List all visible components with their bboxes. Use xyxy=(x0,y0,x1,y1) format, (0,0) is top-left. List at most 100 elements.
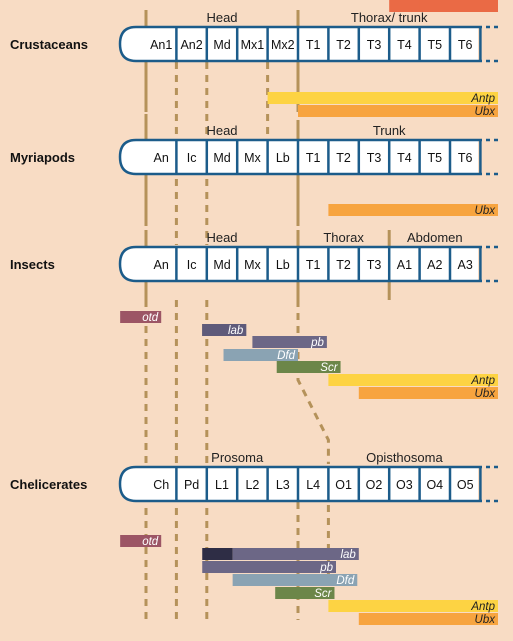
gene-bar xyxy=(328,374,498,386)
segment-label: Mx xyxy=(244,258,261,272)
segment-label: T5 xyxy=(428,151,443,165)
gene-bar xyxy=(267,92,498,104)
gene-label: Ubx xyxy=(475,614,497,626)
gene-bar xyxy=(223,349,298,361)
gene-bar xyxy=(232,548,359,560)
segment-label: T1 xyxy=(306,258,321,272)
gene-bar xyxy=(419,0,498,12)
segment-label: T3 xyxy=(367,38,382,52)
group-name: Chelicerates xyxy=(10,477,87,492)
gene-bar xyxy=(202,561,336,573)
segment-label: L4 xyxy=(306,478,320,492)
segment-label: T4 xyxy=(397,151,412,165)
gene-label: Scr xyxy=(320,362,338,374)
region-label: Thorax xyxy=(323,230,364,245)
segment-label: Lb xyxy=(276,258,290,272)
segment-label: An xyxy=(154,151,169,165)
gene-label: pb xyxy=(319,562,333,574)
segment-label: A2 xyxy=(427,258,442,272)
gene-label: Ubx xyxy=(475,205,497,217)
segment-label: L1 xyxy=(215,478,229,492)
segment-label: O4 xyxy=(426,478,443,492)
gene-label: Dfd xyxy=(336,575,355,587)
region-label: Thorax/ trunk xyxy=(351,10,428,25)
region-label: Prosoma xyxy=(211,450,264,465)
group-chelicerates: Chelicerates Prosoma Opisthosoma Ch Pd L1 L2 L3… xyxy=(10,0,500,626)
segment-label: An2 xyxy=(180,38,202,52)
group-name: Myriapods xyxy=(10,150,75,165)
gene-bar xyxy=(328,600,498,612)
segment-label: T1 xyxy=(306,38,321,52)
region-label: Trunk xyxy=(373,123,406,138)
group-crustaceans: Crustaceans Head Thorax/ trunk An1 An2 Md Mx1 M… xyxy=(10,10,500,118)
segment-label: T2 xyxy=(336,258,351,272)
gene-bar xyxy=(252,336,327,348)
segment-label: T2 xyxy=(336,151,351,165)
segment-label: Md xyxy=(213,258,230,272)
gene-bar xyxy=(276,361,341,373)
segment-label: An xyxy=(154,258,169,272)
segment-label: Md xyxy=(213,151,230,165)
gene-label: pb xyxy=(310,337,324,349)
gene-bar xyxy=(232,574,358,586)
group-insects: Insects Head Thorax Abdomen An Ic Md Mx Lb T1 T2 T3… xyxy=(10,0,500,400)
region-label: Head xyxy=(206,123,237,138)
segment-label: T4 xyxy=(397,38,412,52)
gene-label: otd xyxy=(142,536,159,548)
gene-label: Antp xyxy=(470,375,495,387)
segment-label: T6 xyxy=(458,151,473,165)
gene-bar xyxy=(202,324,224,336)
segment-label: Md xyxy=(213,38,230,52)
gene-label: Ubx xyxy=(475,388,497,400)
segment-label: O1 xyxy=(335,478,352,492)
segment-label: O3 xyxy=(396,478,413,492)
segment-label: Ch xyxy=(153,478,169,492)
segment-label: An1 xyxy=(150,38,172,52)
group-myriapods: Myriapods Head Trunk An Ic Md Mx Lb T1 T2 T3 T4 T5 T6… xyxy=(10,123,500,217)
gene-bar xyxy=(275,587,335,599)
gene-label: Ubx xyxy=(475,106,497,118)
gene-label: Dfd xyxy=(277,350,296,362)
gene-bar xyxy=(298,105,498,117)
segment-label: Mx xyxy=(244,151,261,165)
region-label: Head xyxy=(206,230,237,245)
segment-label: T3 xyxy=(367,151,382,165)
gene-bar xyxy=(202,548,233,560)
segment-label: O5 xyxy=(457,478,474,492)
segment-label: A3 xyxy=(458,258,473,272)
segment-label: T1 xyxy=(306,151,321,165)
segment-label: T5 xyxy=(428,38,443,52)
group-name: Crustaceans xyxy=(10,37,88,52)
gene-bar xyxy=(358,387,498,399)
segment-label: Ic xyxy=(187,258,197,272)
segment-label: L3 xyxy=(276,478,290,492)
gene-label: Antp xyxy=(470,601,495,613)
segment-label: T6 xyxy=(458,38,473,52)
segment-label: O2 xyxy=(366,478,383,492)
gene-bar xyxy=(120,311,162,323)
gene-label: otd xyxy=(142,312,159,324)
segment-label: Lb xyxy=(276,151,290,165)
segment-label: Mx1 xyxy=(241,38,265,52)
region-label: Opisthosoma xyxy=(366,450,443,465)
gene-label: AbdA xyxy=(466,0,495,3)
guide-dash-shift xyxy=(296,300,330,464)
gene-bar xyxy=(328,204,498,216)
gene-label: Scr xyxy=(314,588,332,600)
region-label: Head xyxy=(206,10,237,25)
gene-label: lab xyxy=(340,549,356,561)
segment-label: A1 xyxy=(397,258,412,272)
segment-label: L2 xyxy=(245,478,259,492)
gene-label: lab xyxy=(228,325,244,337)
group-name: Insects xyxy=(10,257,55,272)
gene-bar xyxy=(120,535,162,547)
segment-label: Pd xyxy=(184,478,199,492)
segment-label: T2 xyxy=(336,38,351,52)
segment-label: Ic xyxy=(187,151,197,165)
region-label: Abdomen xyxy=(407,230,463,245)
gene-bar xyxy=(358,613,498,625)
gene-label: Antp xyxy=(470,93,495,105)
segment-label: T3 xyxy=(367,258,382,272)
